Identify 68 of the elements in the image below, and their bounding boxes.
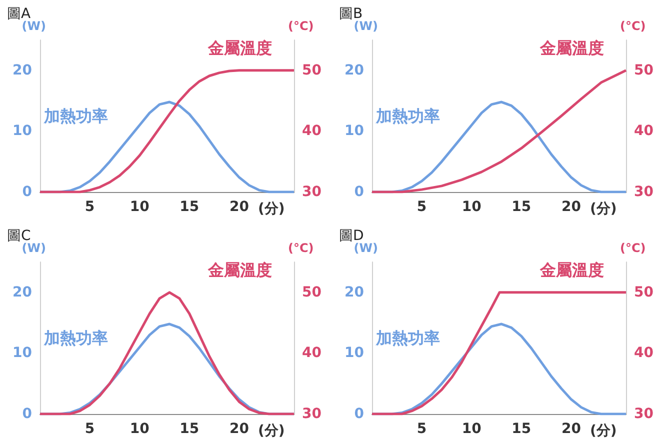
x-tick-label: 20 [229,421,250,437]
text: 金屬溫度 [207,260,272,280]
y-tick-label: 10 [12,123,32,140]
y-tick-label: 20 [344,62,364,78]
y2-axis-title: (°C) [288,241,314,255]
x-tick-label: 5 [84,421,95,437]
x-axis-title: (分) [258,201,285,217]
series-label: 加熱功率 [375,106,440,126]
y2-tick-label: 40 [302,345,322,362]
y2-tick-label: 50 [302,62,322,78]
chart-title: 圖C [7,228,31,244]
x-tick-label: 15 [180,421,200,437]
x-tick-label: 5 [416,199,427,215]
y-axis-title: (W) [22,241,46,255]
x-tick-label: 10 [130,421,150,437]
x-tick-label: 20 [561,199,582,215]
x-tick-label: 10 [462,421,482,437]
y-tick-label: 20 [344,284,364,300]
x-tick-label: 20 [229,199,250,215]
x-tick-label: 5 [84,199,95,215]
y-tick-label: 10 [12,345,32,362]
y-tick-label: 0 [22,184,32,200]
chart-title: 圖A [7,6,31,22]
x-tick-label: 15 [512,421,532,437]
y2-tick-label: 40 [634,345,654,362]
y-axis-title: (W) [22,19,46,33]
y-axis-title: (W) [354,241,378,255]
y-tick-label: 0 [354,184,364,200]
x-axis-title: (分) [590,423,617,439]
x-axis-title: (分) [590,201,617,217]
y2-tick-label: 30 [634,184,654,200]
line-series [370,291,628,416]
x-axis-title: (分) [258,423,285,439]
series-label: 加熱功率 [43,106,108,126]
line-series [38,291,296,416]
series-label: 金屬溫度 [207,38,272,58]
series-label: 金屬溫度 [539,38,604,58]
y-tick-label: 0 [354,406,364,422]
y2-tick-label: 30 [302,406,322,422]
y-tick-label: 20 [12,62,32,78]
series-label: 加熱功率 [43,328,108,348]
line-series [38,69,296,194]
x-tick-label: 10 [130,199,150,215]
x-tick-label: 20 [561,421,582,437]
y2-tick-label: 50 [634,62,654,78]
chart-title: 圖D [339,228,364,244]
y-tick-label: 20 [12,284,32,300]
y2-tick-label: 30 [634,406,654,422]
x-tick-label: 10 [462,199,482,215]
y2-tick-label: 50 [634,284,654,300]
chart-title: 圖B [339,6,363,22]
y-tick-label: 0 [22,406,32,422]
y2-tick-label: 50 [302,284,322,300]
y-axis-title: (W) [354,19,378,33]
y2-axis-title: (°C) [620,241,646,255]
y-tick-label: 10 [344,345,364,362]
y2-axis-title: (°C) [620,19,646,33]
y2-tick-label: 40 [634,123,654,140]
y2-tick-label: 40 [302,123,322,140]
y2-tick-label: 30 [302,184,322,200]
line-series [370,69,628,194]
y-tick-label: 10 [344,123,364,140]
x-tick-label: 5 [416,421,427,437]
x-tick-label: 15 [512,199,532,215]
series-label: 加熱功率 [375,328,440,348]
x-tick-label: 15 [180,199,200,215]
series-label: 金屬溫度 [539,260,604,280]
y2-axis-title: (°C) [288,19,314,33]
